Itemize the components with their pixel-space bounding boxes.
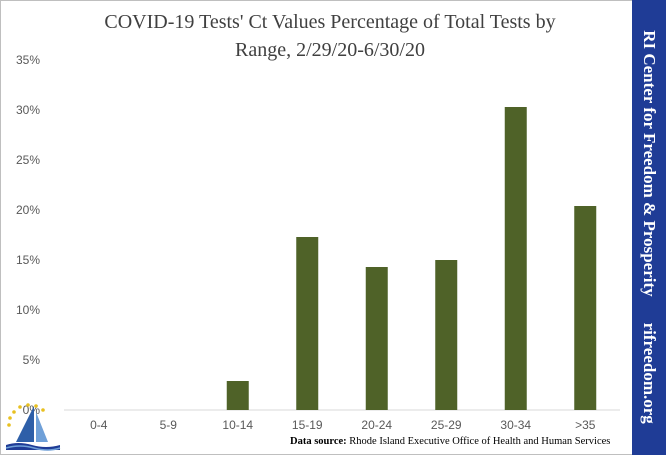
- y-tick-label: 5%: [23, 353, 41, 367]
- y-tick-label: 25%: [16, 153, 40, 167]
- x-tick-label: >35: [575, 418, 596, 432]
- bar: [226, 381, 249, 410]
- data-source-text: Rhode Island Executive Office of Health …: [349, 436, 611, 447]
- bar-chart: 0%5%10%15%20%25%30%35%0-4 5-9 10-14 15-19 20…: [16, 53, 620, 432]
- brand-sidebar: [632, 0, 666, 455]
- y-tick-label: 20%: [16, 203, 40, 217]
- y-tick-label: 10%: [16, 303, 40, 317]
- brand-sidebar-text: RI Center for Freedom & Prosperity rifree…: [639, 30, 659, 424]
- bar: [365, 267, 388, 410]
- chart-title-line-1: COVID-19 Tests' Ct Values Percentage of …: [104, 11, 556, 33]
- chart-title-line-2: Range, 2/29/20-6/30/20: [235, 39, 425, 61]
- x-tick-label: 30-34: [500, 418, 531, 432]
- x-tick-label: 20-24: [361, 418, 392, 432]
- x-tick-label: 0-4: [90, 418, 108, 432]
- sailboat-stars-logo: [2, 398, 64, 458]
- x-tick-label: 15-19: [292, 418, 323, 432]
- y-tick-label: 30%: [16, 103, 40, 117]
- data-source-label: Data source:: [290, 436, 347, 447]
- x-tick-label: 5-9: [160, 418, 178, 432]
- chart-title: COVID-19 Tests' Ct Values Percentage of …: [40, 8, 620, 64]
- brand-url: rifreedom.org: [640, 322, 659, 424]
- bar: [435, 260, 458, 410]
- brand-name: RI Center for Freedom & Prosperity: [640, 30, 659, 297]
- data-source-note: Data source: Rhode Island Executive Offi…: [290, 436, 610, 447]
- y-tick-label: 15%: [16, 253, 40, 267]
- bar: [504, 107, 527, 410]
- bar: [296, 237, 319, 410]
- y-tick-label: 35%: [16, 53, 40, 67]
- x-tick-label: 25-29: [431, 418, 462, 432]
- x-tick-label: 10-14: [222, 418, 253, 432]
- bar: [574, 206, 597, 410]
